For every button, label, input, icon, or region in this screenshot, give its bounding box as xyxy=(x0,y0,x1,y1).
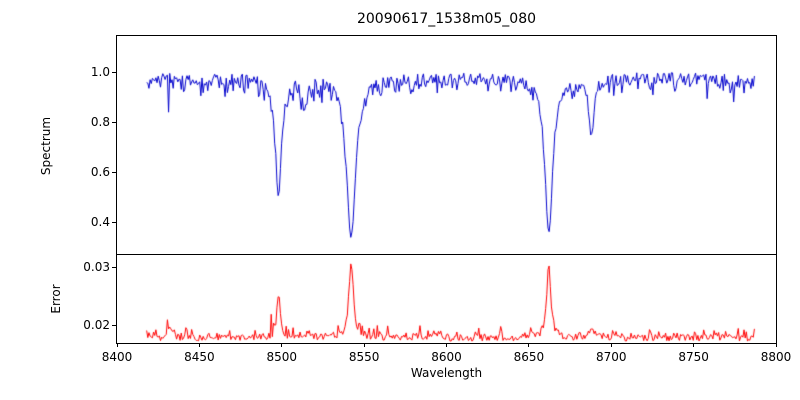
x-axis-label: Wavelength xyxy=(410,366,483,380)
x-tick-mark xyxy=(446,343,447,347)
y-tick-mark xyxy=(112,71,116,73)
x-tick-label: 8650 xyxy=(513,350,545,364)
y-tick-mark xyxy=(112,221,116,223)
x-tick-label: 8400 xyxy=(101,350,133,364)
chart-title: 20090617_1538m05_080 xyxy=(356,11,537,27)
y-tick-label: 0.4 xyxy=(90,215,110,229)
x-tick-label: 8700 xyxy=(595,350,627,364)
x-tick-mark xyxy=(610,343,612,347)
y-tick-label: 0.03 xyxy=(83,260,110,275)
x-tick-label: 8550 xyxy=(348,350,380,364)
error-y-axis-label: Error xyxy=(49,284,63,314)
x-tick-mark xyxy=(363,343,365,347)
y-tick-mark xyxy=(112,324,116,326)
y-tick-label: 1.0 xyxy=(90,65,110,79)
y-tick-label: 0.8 xyxy=(90,115,110,129)
x-tick-label: 8600 xyxy=(431,350,462,364)
spectrum-y-axis-label: Spectrum xyxy=(39,116,53,176)
x-tick-label: 8750 xyxy=(678,350,709,364)
x-tick-label: 8800 xyxy=(760,350,792,364)
x-tick-mark xyxy=(198,343,200,347)
y-tick-label: 0.02 xyxy=(83,318,110,333)
x-tick-mark xyxy=(528,343,530,347)
error-line-plot xyxy=(117,255,776,343)
x-tick-label: 8450 xyxy=(184,350,215,364)
x-tick-mark xyxy=(116,343,118,347)
x-tick-label: 8500 xyxy=(266,350,298,364)
y-tick-label: 0.6 xyxy=(90,165,110,179)
spectrum-line-plot xyxy=(117,36,776,255)
x-tick-mark xyxy=(693,343,695,347)
x-tick-mark xyxy=(281,343,283,347)
y-tick-mark xyxy=(112,121,116,123)
y-tick-mark xyxy=(112,266,116,268)
y-tick-mark xyxy=(112,171,116,173)
x-tick-mark xyxy=(775,343,777,347)
